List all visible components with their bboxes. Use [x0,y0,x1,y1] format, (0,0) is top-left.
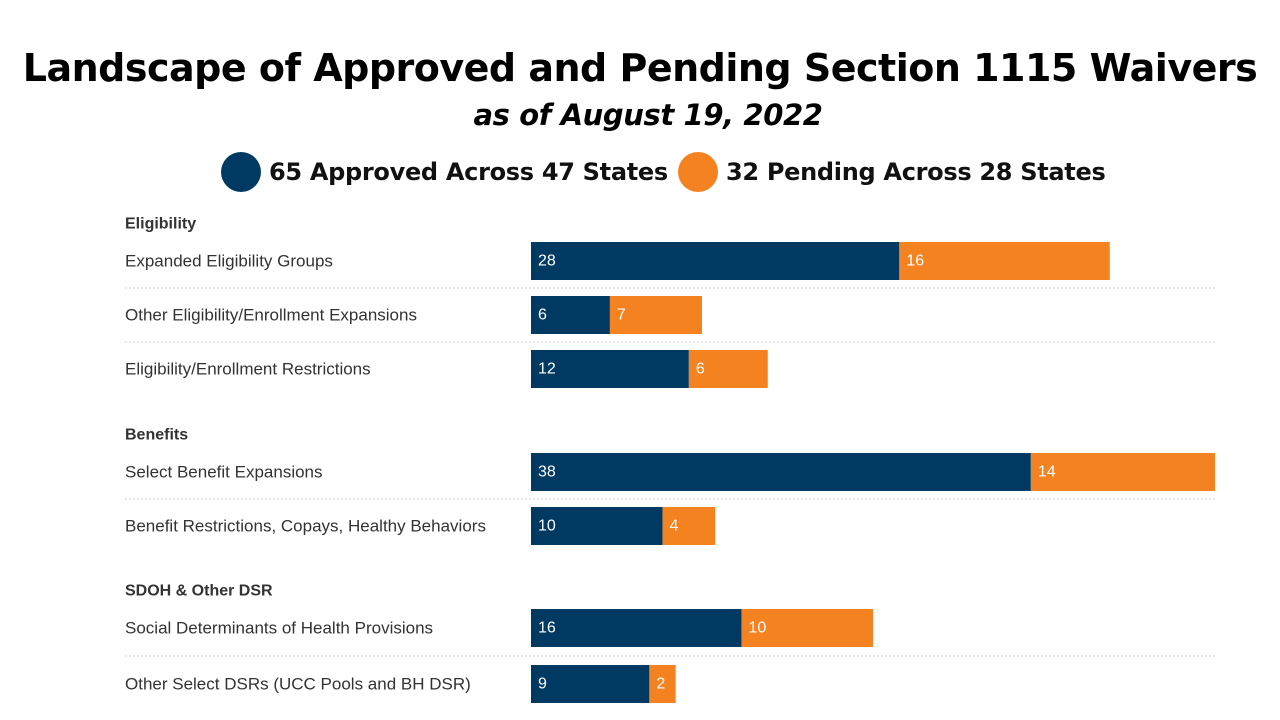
legend-pending: 32 Pending Across 28 States [678,152,1106,192]
value-label-approved: 9 [538,676,547,693]
value-label-approved: 6 [538,307,547,324]
value-label-approved: 28 [538,253,556,270]
value-label-pending: 16 [906,253,924,270]
category-label: Other Eligibility/Enrollment Expansions [125,306,417,325]
chart-title: Landscape of Approved and Pending Sectio… [22,46,1258,90]
bar-approved [531,507,663,545]
group-header: Benefits [125,427,188,444]
bar-pending [741,609,873,647]
bar-approved [531,665,650,703]
category-label: Benefit Restrictions, Copays, Healthy Be… [125,517,486,536]
value-label-pending: 7 [617,307,626,324]
chart-subtitle: as of August 19, 2022 [473,98,823,132]
bar-pending [1030,453,1215,491]
group-header: Eligibility [125,216,196,233]
category-label: Social Determinants of Health Provisions [125,619,433,638]
group-header: SDOH & Other DSR [125,583,273,600]
value-label-pending: 2 [656,676,665,693]
bar-pending [649,665,676,703]
bar-approved [531,350,689,388]
bar-approved [531,453,1031,491]
bar-pending [609,296,702,334]
value-label-approved: 12 [538,361,556,378]
category-label: Eligibility/Enrollment Restrictions [125,360,371,379]
legend-pending-label: 32 Pending Across 28 States [726,158,1106,186]
bar-pending [688,350,768,388]
bar-approved [531,609,742,647]
legend-pending-dot [678,152,718,192]
bar-approved [531,242,900,280]
value-label-approved: 10 [538,518,556,535]
category-label: Expanded Eligibility Groups [125,252,333,271]
value-label-approved: 16 [538,620,556,637]
value-label-pending: 10 [748,620,766,637]
legend-approved-label: 65 Approved Across 47 States [269,158,668,186]
value-label-pending: 6 [696,361,705,378]
value-label-pending: 14 [1038,464,1056,481]
legend-approved-dot [221,152,261,192]
value-label-approved: 38 [538,464,556,481]
category-label: Select Benefit Expansions [125,463,323,482]
value-label-pending: 4 [670,518,679,535]
legend-approved: 65 Approved Across 47 States [221,152,668,192]
bar-approved [531,296,610,334]
category-label: Other Select DSRs (UCC Pools and BH DSR) [125,675,471,694]
bar-pending [662,507,716,545]
bar-pending [899,242,1110,280]
